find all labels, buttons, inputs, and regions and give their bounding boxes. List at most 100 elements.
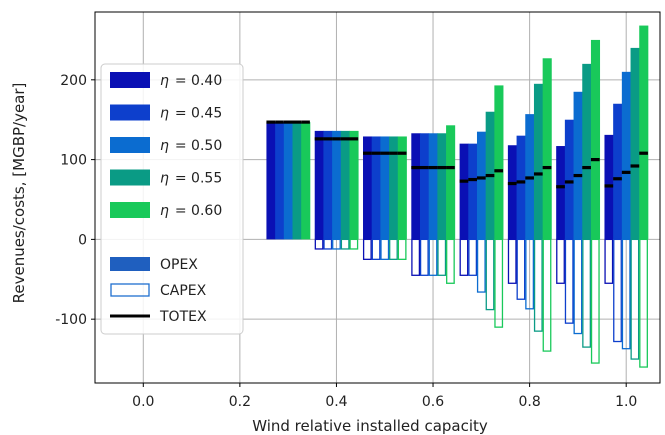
opex-bar — [371, 136, 381, 240]
legend-label: η = 0.60 — [160, 203, 222, 219]
opex-bar — [564, 119, 574, 240]
y-tick-label: 100 — [60, 153, 87, 169]
capex-bar — [314, 238, 324, 250]
opex-bar — [639, 25, 649, 240]
legend-label-symbol: η — [160, 203, 169, 219]
opex-bar — [542, 58, 552, 240]
legend-label-value: = 0.60 — [175, 203, 222, 219]
capex-bar — [476, 238, 486, 293]
x-tick-label: 0.4 — [325, 394, 347, 410]
opex-bar — [340, 130, 350, 240]
x-tick-label: 0.6 — [422, 394, 444, 410]
capex-bar — [428, 238, 438, 276]
capex-bar — [459, 238, 469, 276]
capex-bar — [590, 238, 600, 364]
opex-bar — [349, 130, 359, 240]
capex-bar — [468, 238, 478, 276]
totex-markers — [266, 120, 648, 189]
legend-label: OPEX — [160, 257, 198, 273]
opex-bar — [314, 130, 324, 240]
legend-label: η = 0.45 — [160, 106, 222, 122]
capex-bar — [573, 238, 583, 335]
plot-frame — [94, 11, 661, 384]
opex-bar — [446, 125, 456, 240]
opex-bar — [494, 85, 504, 240]
legend-label: η = 0.50 — [160, 138, 222, 154]
legend-label-value: = 0.55 — [175, 171, 222, 187]
legend-swatch — [110, 137, 150, 153]
legend: η = 0.40 η = 0.45 η = 0.50 η = 0.55 η = 0.60 OPEX C… — [100, 63, 244, 335]
capex-bar — [507, 238, 517, 284]
legend-label: η = 0.40 — [160, 73, 222, 89]
opex-bar — [556, 146, 566, 240]
capex-bar — [446, 238, 455, 284]
capex-bar — [332, 238, 341, 250]
legend-swatch — [110, 202, 150, 218]
capex-bar — [542, 238, 552, 352]
capex-bar — [494, 238, 504, 328]
opex-bar — [476, 131, 487, 240]
legend-label-symbol: η — [160, 73, 169, 89]
opex-bar — [507, 145, 517, 240]
x-axis-label: Wind relative installed capacity — [252, 417, 488, 435]
legend-swatch — [110, 72, 150, 88]
x-tick-label: 0.0 — [132, 394, 154, 410]
capex-bar — [533, 238, 543, 332]
x-tick-label: 0.2 — [229, 394, 251, 410]
legend-label-value: = 0.40 — [175, 73, 222, 89]
x-tick-label: 1.0 — [615, 394, 637, 410]
opex-bar — [582, 63, 592, 240]
capex-bar — [516, 238, 526, 300]
opex-bar — [613, 103, 623, 240]
legend-label-symbol: η — [160, 138, 169, 154]
opex-bar — [380, 136, 390, 240]
y-tick-label: -100 — [55, 312, 87, 328]
opex-bar — [397, 136, 407, 240]
y-tick-label: 0 — [78, 232, 87, 248]
legend-swatch — [110, 169, 150, 186]
capex-bar — [397, 238, 407, 260]
capex-bar — [380, 238, 390, 260]
legend-label-value: = 0.50 — [175, 138, 222, 154]
legend-swatch — [110, 104, 150, 121]
opex-bar — [516, 135, 526, 240]
y-tick-label: 200 — [60, 73, 87, 89]
capex-bar — [582, 238, 591, 348]
capex-bar — [349, 238, 359, 250]
opex-bar — [283, 122, 293, 240]
capex-bar — [340, 238, 350, 250]
y-axis-label: Revenues/costs, [MGBP/year] — [10, 83, 28, 304]
y-ticks: -100 0 100 200 — [55, 73, 95, 328]
opex-bar — [389, 136, 399, 240]
opex-bar — [301, 122, 311, 240]
opex-bar — [621, 71, 631, 240]
opex-bar — [266, 122, 276, 240]
capex-bar — [323, 238, 333, 250]
opex-bar — [533, 83, 544, 240]
opex-bar — [419, 133, 430, 240]
legend-label-value: = 0.45 — [175, 106, 222, 122]
capex-bar — [411, 238, 421, 276]
capex-bar — [419, 238, 429, 276]
opex-bar — [332, 130, 342, 240]
legend-label: TOTEX — [159, 309, 207, 325]
capex-bar — [437, 238, 447, 276]
capex-bar — [613, 238, 622, 343]
capex-bar — [621, 238, 631, 350]
opex-bar — [363, 136, 373, 240]
legend-label: CAPEX — [160, 283, 207, 299]
opex-bar — [411, 133, 421, 240]
x-tick-label: 0.8 — [518, 394, 540, 410]
capex-bar — [362, 238, 372, 260]
x-ticks: 0.0 0.2 0.4 0.6 0.8 1.0 — [132, 383, 637, 410]
opex-bar — [573, 91, 583, 240]
capex-bar — [556, 238, 565, 284]
legend-swatch-capex — [110, 283, 150, 297]
opex-bar — [437, 133, 447, 240]
opex-bar — [292, 122, 302, 240]
capex-bar — [389, 238, 398, 260]
legend-label-symbol: η — [160, 106, 169, 122]
opex-bar — [468, 143, 478, 240]
legend-swatch-opex — [110, 257, 150, 271]
opex-bar — [590, 39, 601, 240]
